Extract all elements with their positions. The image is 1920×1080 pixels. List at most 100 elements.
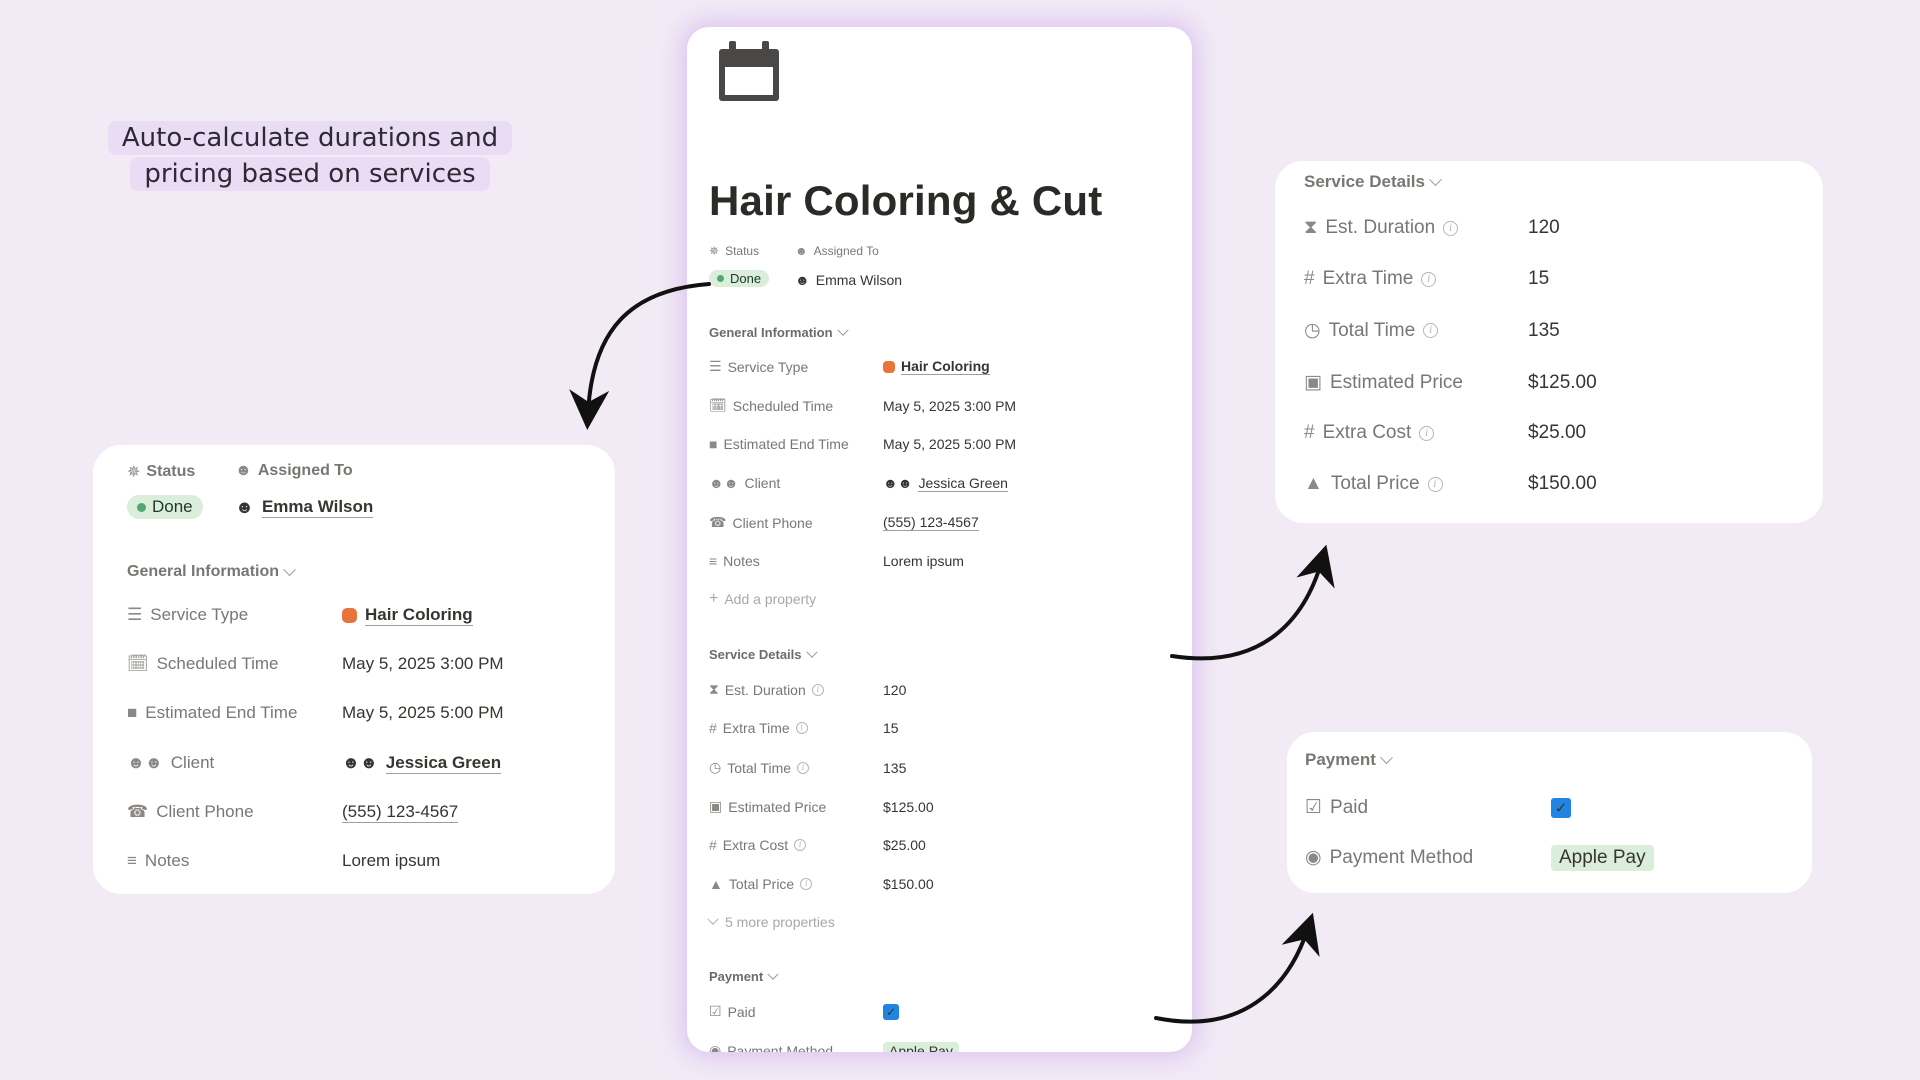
- service-details-header[interactable]: Service Details: [1304, 172, 1442, 192]
- property-label: Total Time: [1328, 319, 1416, 341]
- property-row-total-price[interactable]: ▲ Total Price i $150.00: [709, 876, 934, 892]
- property-value: $150.00: [1528, 473, 1597, 494]
- hair-salon-emoji-icon: [883, 360, 895, 373]
- info-icon[interactable]: i: [811, 683, 824, 696]
- info-icon[interactable]: i: [1427, 476, 1443, 492]
- property-row-extra-cost[interactable]: # Extra Cost i $25.00: [709, 837, 926, 853]
- property-row-total-time[interactable]: ◷ Total Time i 135: [709, 759, 906, 776]
- property-value: 15: [883, 720, 899, 736]
- property-value: Hair Coloring: [883, 358, 990, 375]
- info-icon[interactable]: i: [1423, 323, 1439, 338]
- money-icon: ▣: [1304, 372, 1322, 393]
- general-information-header[interactable]: General Information: [709, 324, 849, 340]
- paid-checkbox[interactable]: ✓: [1551, 797, 1571, 818]
- payment-header[interactable]: Payment: [709, 968, 779, 984]
- general-information-panel: ✵ Status ☻ Assigned To Done ☻ Emma Wilson G…: [93, 445, 615, 894]
- assignee-name: Emma Wilson: [261, 497, 374, 518]
- property-row-estimated-end-time[interactable]: ■ Estimated End Time May 5, 2025 5:00 PM: [127, 703, 504, 723]
- paid-checkbox[interactable]: ✓: [883, 1003, 899, 1020]
- property-label: Estimated Price: [728, 798, 827, 815]
- info-icon[interactable]: i: [797, 761, 810, 774]
- property-row-notes[interactable]: ≡ Notes Lorem ipsum: [127, 851, 440, 871]
- add-property-button[interactable]: + Add a property: [709, 590, 816, 608]
- cash-register-icon: ▲: [709, 876, 723, 892]
- status-badge[interactable]: Done: [127, 495, 203, 519]
- property-row-client[interactable]: ☻☻ Client ☻☻ Jessica Green: [127, 753, 502, 774]
- service-details-header[interactable]: Service Details: [709, 646, 818, 662]
- property-label: Service Type: [150, 605, 249, 624]
- property-row-client[interactable]: ☻☻ Client ☻☻ Jessica Green: [709, 475, 1008, 492]
- property-value: $25.00: [1528, 422, 1587, 443]
- service-type-value: Hair Coloring: [901, 358, 990, 375]
- payment-header[interactable]: Payment: [1305, 750, 1393, 770]
- payment-method-tag: Apple Pay: [883, 1041, 959, 1052]
- property-value: 120: [883, 681, 907, 698]
- status-dot: [137, 502, 146, 512]
- property-row-estimated-end-time[interactable]: ■ Estimated End Time May 5, 2025 5:00 PM: [709, 436, 1016, 452]
- status-dot: [717, 275, 724, 282]
- assignee-value[interactable]: ☻ Emma Wilson: [795, 272, 902, 288]
- loading-status-icon: ✵: [709, 244, 720, 258]
- property-row-scheduled-time[interactable]: 🗓 Scheduled Time May 5, 2025 3:00 PM: [127, 654, 504, 674]
- info-icon[interactable]: i: [800, 878, 813, 890]
- property-row-est-duration[interactable]: ⧗ Est. Duration i 120: [1304, 217, 1560, 239]
- arrow-icon: [569, 282, 711, 430]
- property-value: $125.00: [1528, 371, 1597, 393]
- info-icon[interactable]: i: [1419, 425, 1435, 441]
- property-row-estimated-price[interactable]: ▣ Estimated Price $125.00: [709, 798, 934, 815]
- property-row-client-phone[interactable]: ☎ Client Phone (555) 123-4567: [709, 514, 979, 531]
- info-icon[interactable]: i: [795, 722, 808, 734]
- person-circle-icon: ☻: [795, 244, 808, 258]
- property-row-client-phone[interactable]: ☎ Client Phone (555) 123-4567: [127, 802, 459, 823]
- people-icon: ☻☻: [709, 475, 739, 491]
- checkbox-icon: ☑: [709, 1003, 722, 1019]
- phone-icon: ☎: [709, 514, 727, 530]
- property-label: Extra Cost: [1322, 422, 1412, 443]
- info-icon[interactable]: i: [1421, 271, 1437, 287]
- property-label: Notes: [144, 851, 190, 870]
- assigned-label-text: Assigned To: [813, 244, 879, 258]
- assignee-name: Emma Wilson: [815, 272, 903, 288]
- list-icon: ☰: [127, 605, 143, 624]
- status-value: Done: [152, 497, 193, 516]
- arrow-icon: [1170, 544, 1335, 661]
- property-row-extra-cost[interactable]: # Extra Cost i $25.00: [1304, 422, 1586, 444]
- calendar-icon: [719, 41, 779, 101]
- phone-icon: ☎: [127, 802, 149, 821]
- property-row-extra-time[interactable]: # Extra Time i 15: [1304, 268, 1549, 290]
- property-label: Est. Duration: [724, 681, 806, 698]
- property-label: Total Time: [727, 759, 792, 776]
- property-label: Total Price: [728, 876, 795, 892]
- page-title[interactable]: Hair Coloring & Cut: [709, 177, 1103, 224]
- general-information-header[interactable]: General Information: [127, 562, 296, 581]
- property-label: Notes: [723, 553, 760, 569]
- property-row-total-price[interactable]: ▲ Total Price i $150.00: [1304, 473, 1597, 495]
- property-row-estimated-price[interactable]: ▣ Estimated Price $125.00: [1304, 371, 1597, 394]
- property-row-payment-method[interactable]: ◉ Payment Method Apple Pay: [1305, 844, 1654, 871]
- info-icon[interactable]: i: [1443, 220, 1459, 236]
- property-row-scheduled-time[interactable]: 🗓 Scheduled Time May 5, 2025 3:00 PM: [709, 397, 1016, 414]
- property-value: 15: [1528, 268, 1550, 289]
- assigned-property-label: ☻ Assigned To: [795, 244, 879, 258]
- property-value: May 5, 2025 3:00 PM: [883, 397, 1017, 414]
- property-label: Client Phone: [156, 802, 254, 821]
- property-row-total-time[interactable]: ◷ Total Time i 135: [1304, 319, 1560, 342]
- status-badge[interactable]: Done: [709, 269, 770, 287]
- assignee-value[interactable]: ☻ Emma Wilson: [235, 497, 374, 518]
- property-row-est-duration[interactable]: ⧗ Est. Duration i 120: [709, 681, 906, 698]
- arrow-icon: [1154, 912, 1320, 1024]
- property-row-service-type[interactable]: ☰ Service Type Hair Coloring: [709, 358, 990, 375]
- more-properties-label: 5 more properties: [725, 914, 835, 930]
- property-label: Extra Time: [1322, 268, 1414, 289]
- property-label: Estimated End Time: [723, 436, 849, 452]
- property-row-payment-method[interactable]: ◉ Payment Method Apple Pay: [709, 1041, 959, 1052]
- property-row-service-type[interactable]: ☰ Service Type Hair Coloring: [127, 605, 473, 626]
- info-icon[interactable]: i: [794, 839, 807, 851]
- more-properties-toggle[interactable]: 5 more properties: [707, 913, 835, 930]
- hair-salon-emoji-icon: [342, 607, 357, 623]
- property-value: Lorem ipsum: [883, 553, 964, 569]
- property-row-extra-time[interactable]: # Extra Time i 15: [709, 720, 899, 736]
- property-row-notes[interactable]: ≡ Notes Lorem ipsum: [709, 553, 964, 569]
- property-label: Estimated End Time: [145, 703, 298, 722]
